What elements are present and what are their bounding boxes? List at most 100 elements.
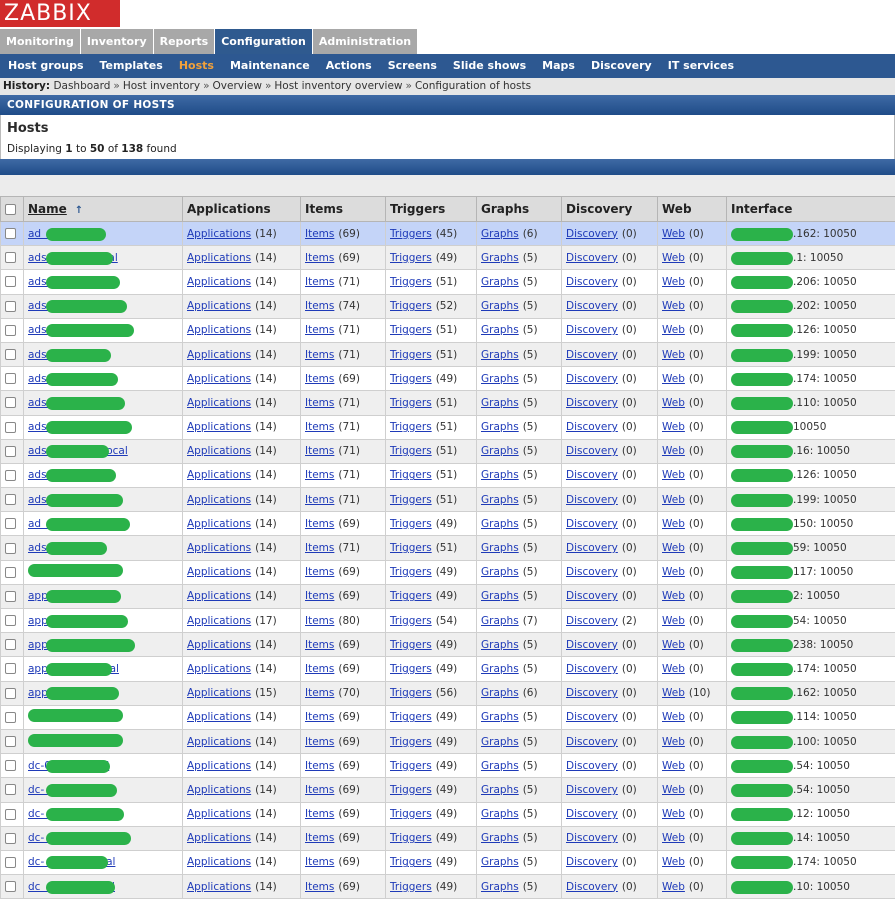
graphs-link[interactable]: Graphs: [481, 372, 519, 385]
triggers-link[interactable]: Triggers: [390, 275, 432, 288]
submenu-item-host-groups[interactable]: Host groups: [8, 59, 84, 72]
row-checkbox[interactable]: [5, 494, 16, 506]
graphs-link[interactable]: Graphs: [481, 590, 519, 603]
submenu-item-slide-shows[interactable]: Slide shows: [452, 59, 527, 72]
discovery-link[interactable]: Discovery: [566, 469, 618, 482]
row-checkbox[interactable]: [5, 518, 16, 530]
items-link[interactable]: Items: [305, 590, 335, 603]
triggers-link[interactable]: Triggers: [390, 396, 432, 409]
applications-link[interactable]: Applications: [187, 566, 252, 579]
discovery-link[interactable]: Discovery: [566, 638, 618, 651]
applications-link[interactable]: Applications: [187, 735, 252, 748]
discovery-link[interactable]: Discovery: [566, 542, 618, 555]
breadcrumb-link[interactable]: Overview: [212, 80, 262, 92]
triggers-link[interactable]: Triggers: [390, 687, 432, 700]
graphs-link[interactable]: Graphs: [481, 808, 519, 821]
main-tab-reports[interactable]: Reports: [153, 29, 216, 54]
graphs-link[interactable]: Graphs: [481, 493, 519, 506]
graphs-link[interactable]: Graphs: [481, 687, 519, 700]
graphs-link[interactable]: Graphs: [481, 324, 519, 337]
web-link[interactable]: Web: [662, 832, 685, 845]
column-header-name[interactable]: Name ↑: [23, 196, 183, 222]
items-link[interactable]: Items: [305, 324, 335, 337]
column-header-label[interactable]: Name: [28, 202, 67, 216]
items-link[interactable]: Items: [305, 783, 335, 796]
row-checkbox[interactable]: [5, 639, 16, 651]
discovery-link[interactable]: Discovery: [566, 832, 618, 845]
applications-link[interactable]: Applications: [187, 517, 252, 530]
row-checkbox[interactable]: [5, 711, 16, 723]
triggers-link[interactable]: Triggers: [390, 421, 432, 434]
applications-link[interactable]: Applications: [187, 783, 252, 796]
row-checkbox[interactable]: [5, 663, 16, 675]
row-checkbox[interactable]: [5, 276, 16, 288]
triggers-link[interactable]: Triggers: [390, 832, 432, 845]
discovery-link[interactable]: Discovery: [566, 324, 618, 337]
items-link[interactable]: Items: [305, 227, 335, 240]
items-link[interactable]: Items: [305, 348, 335, 361]
discovery-link[interactable]: Discovery: [566, 493, 618, 506]
applications-link[interactable]: Applications: [187, 711, 252, 724]
web-link[interactable]: Web: [662, 396, 685, 409]
applications-link[interactable]: Applications: [187, 662, 252, 675]
discovery-link[interactable]: Discovery: [566, 251, 618, 264]
applications-link[interactable]: Applications: [187, 638, 252, 651]
graphs-link[interactable]: Graphs: [481, 711, 519, 724]
items-link[interactable]: Items: [305, 832, 335, 845]
triggers-link[interactable]: Triggers: [390, 735, 432, 748]
applications-link[interactable]: Applications: [187, 614, 252, 627]
graphs-link[interactable]: Graphs: [481, 566, 519, 579]
items-link[interactable]: Items: [305, 808, 335, 821]
items-link[interactable]: Items: [305, 300, 335, 313]
row-checkbox[interactable]: [5, 832, 16, 844]
items-link[interactable]: Items: [305, 493, 335, 506]
graphs-link[interactable]: Graphs: [481, 275, 519, 288]
items-link[interactable]: Items: [305, 566, 335, 579]
discovery-link[interactable]: Discovery: [566, 445, 618, 458]
row-checkbox[interactable]: [5, 736, 16, 748]
web-link[interactable]: Web: [662, 662, 685, 675]
triggers-link[interactable]: Triggers: [390, 638, 432, 651]
items-link[interactable]: Items: [305, 542, 335, 555]
graphs-link[interactable]: Graphs: [481, 662, 519, 675]
row-checkbox[interactable]: [5, 760, 16, 772]
web-link[interactable]: Web: [662, 759, 685, 772]
applications-link[interactable]: Applications: [187, 493, 252, 506]
web-link[interactable]: Web: [662, 251, 685, 264]
applications-link[interactable]: Applications: [187, 542, 252, 555]
web-link[interactable]: Web: [662, 445, 685, 458]
graphs-link[interactable]: Graphs: [481, 348, 519, 361]
submenu-item-templates[interactable]: Templates: [99, 59, 163, 72]
row-checkbox[interactable]: [5, 445, 16, 457]
web-link[interactable]: Web: [662, 614, 685, 627]
web-link[interactable]: Web: [662, 880, 685, 893]
web-link[interactable]: Web: [662, 808, 685, 821]
web-link[interactable]: Web: [662, 856, 685, 869]
applications-link[interactable]: Applications: [187, 251, 252, 264]
triggers-link[interactable]: Triggers: [390, 808, 432, 821]
web-link[interactable]: Web: [662, 638, 685, 651]
web-link[interactable]: Web: [662, 590, 685, 603]
applications-link[interactable]: Applications: [187, 590, 252, 603]
web-link[interactable]: Web: [662, 300, 685, 313]
discovery-link[interactable]: Discovery: [566, 711, 618, 724]
web-link[interactable]: Web: [662, 711, 685, 724]
triggers-link[interactable]: Triggers: [390, 711, 432, 724]
items-link[interactable]: Items: [305, 711, 335, 724]
applications-link[interactable]: Applications: [187, 421, 252, 434]
discovery-link[interactable]: Discovery: [566, 687, 618, 700]
web-link[interactable]: Web: [662, 469, 685, 482]
discovery-link[interactable]: Discovery: [566, 662, 618, 675]
triggers-link[interactable]: Triggers: [390, 590, 432, 603]
discovery-link[interactable]: Discovery: [566, 808, 618, 821]
items-link[interactable]: Items: [305, 735, 335, 748]
discovery-link[interactable]: Discovery: [566, 759, 618, 772]
row-checkbox[interactable]: [5, 300, 16, 312]
graphs-link[interactable]: Graphs: [481, 396, 519, 409]
triggers-link[interactable]: Triggers: [390, 517, 432, 530]
applications-link[interactable]: Applications: [187, 396, 252, 409]
submenu-item-actions[interactable]: Actions: [325, 59, 372, 72]
submenu-item-maps[interactable]: Maps: [542, 59, 575, 72]
graphs-link[interactable]: Graphs: [481, 300, 519, 313]
discovery-link[interactable]: Discovery: [566, 566, 618, 579]
